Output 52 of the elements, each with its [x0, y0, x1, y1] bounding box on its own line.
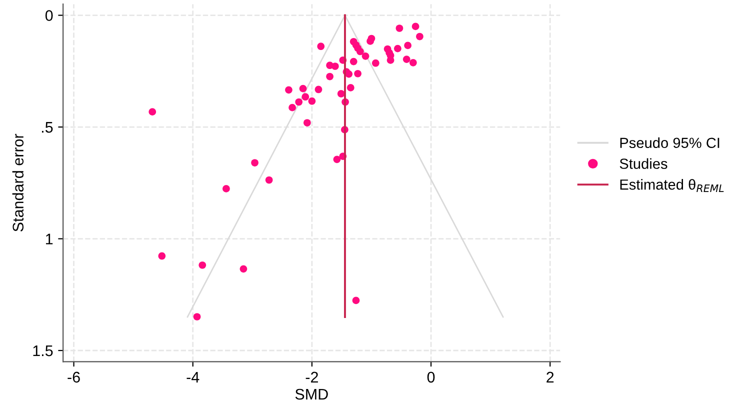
point — [222, 185, 230, 192]
point — [302, 93, 310, 101]
point — [295, 98, 303, 106]
point — [285, 86, 292, 94]
point — [354, 70, 362, 78]
point — [251, 159, 258, 166]
x-axis-title: SMD — [295, 388, 328, 400]
y-tick-label: 0 — [45, 10, 53, 21]
point — [288, 104, 296, 112]
point — [193, 313, 201, 320]
point — [148, 108, 156, 116]
point — [372, 59, 380, 67]
point — [386, 56, 394, 64]
point — [416, 32, 424, 40]
x-tick-label: -2 — [306, 372, 318, 382]
point — [402, 56, 410, 63]
point — [412, 22, 420, 30]
y-axis-title: Standard error — [12, 134, 24, 232]
point — [345, 70, 353, 78]
x-tick-label: 2 — [546, 372, 554, 382]
point — [240, 265, 248, 273]
point — [333, 156, 341, 164]
point — [396, 24, 404, 32]
x-tick-label: -4 — [186, 372, 200, 382]
point — [404, 42, 412, 50]
y-tick-label: 1.5 — [33, 346, 53, 356]
point — [304, 119, 311, 126]
y-tick-label: .5 — [42, 122, 53, 133]
point — [314, 86, 322, 94]
y-tick-label: 1 — [46, 234, 53, 244]
legend-label: Pseudo 95% CI — [620, 137, 720, 148]
x-tick-label: 0 — [427, 372, 435, 383]
point — [326, 72, 334, 80]
point — [409, 58, 417, 66]
legend-label: Estimated θ$_{REML}$ — [620, 179, 724, 192]
point — [352, 296, 360, 304]
x-tick-label: -6 — [68, 372, 80, 383]
point — [350, 58, 358, 66]
legend-label: Studies — [620, 158, 668, 169]
point — [337, 90, 345, 98]
point — [356, 48, 364, 56]
point — [198, 261, 206, 269]
point — [317, 42, 325, 50]
point — [362, 52, 370, 60]
point — [331, 62, 339, 70]
point — [366, 38, 374, 45]
point — [346, 84, 354, 92]
point — [158, 252, 166, 260]
point — [265, 176, 273, 184]
point — [308, 97, 316, 105]
point — [299, 84, 307, 92]
point — [394, 44, 402, 52]
